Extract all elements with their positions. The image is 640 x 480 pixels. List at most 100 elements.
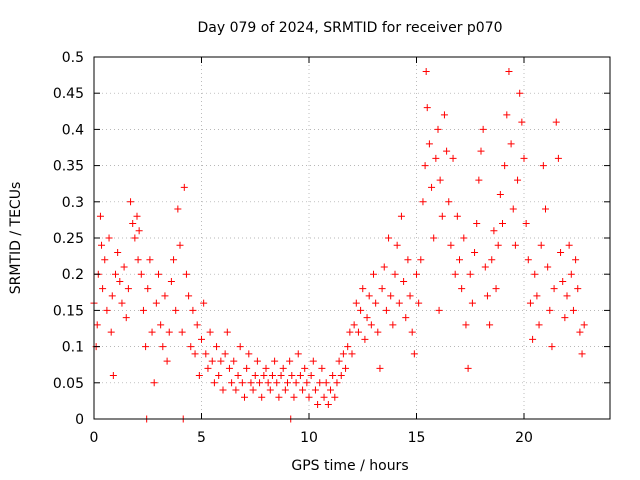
data-point: [425, 140, 433, 148]
axis-ticks: 0 5 10 15 20 0 0.05 0.1 0.15 0.2 0.25 0.3 0.35 0.4 0.4…: [53, 50, 610, 446]
y-tick-label: 0.3: [62, 195, 84, 211]
data-point: [167, 277, 175, 285]
data-point: [133, 212, 141, 220]
data-point: [288, 372, 296, 380]
data-point: [372, 299, 380, 307]
data-point: [561, 314, 569, 322]
data-point: [376, 364, 384, 372]
data-point: [176, 241, 184, 249]
data-point: [294, 350, 302, 358]
data-point: [305, 393, 313, 401]
data-point: [503, 111, 511, 119]
data-point: [475, 176, 483, 184]
y-tick-label: 0.35: [53, 159, 84, 175]
data-point: [531, 270, 539, 278]
data-point: [316, 379, 324, 387]
data-point: [134, 256, 142, 264]
data-point: [402, 314, 410, 322]
data-point: [191, 350, 199, 358]
data-point: [152, 299, 160, 307]
data-point: [524, 256, 532, 264]
data-point: [436, 176, 444, 184]
data-point: [458, 285, 466, 293]
data-point: [279, 364, 287, 372]
data-point: [101, 256, 109, 264]
data-point: [260, 372, 268, 380]
data-point: [258, 393, 266, 401]
y-tick-label: 0.25: [53, 231, 84, 247]
data-point: [122, 314, 130, 322]
data-point: [202, 350, 210, 358]
data-point: [346, 328, 354, 336]
data-point: [322, 379, 330, 387]
data-point: [114, 248, 122, 256]
data-point: [148, 328, 156, 336]
data-point: [299, 386, 307, 394]
data-point: [105, 234, 113, 242]
data-point: [542, 205, 549, 213]
data-point: [563, 292, 571, 300]
data-point: [251, 372, 259, 380]
data-point: [509, 205, 517, 213]
data-point: [200, 299, 208, 307]
data-point: [417, 256, 425, 264]
data-point: [228, 379, 236, 387]
data-point: [221, 350, 229, 358]
data-point: [234, 372, 242, 380]
data-point: [163, 357, 171, 365]
data-point: [359, 285, 367, 293]
data-point: [124, 285, 132, 293]
data-point: [393, 241, 401, 249]
data-point: [281, 386, 289, 394]
x-tick-label: 15: [408, 430, 426, 446]
data-point: [363, 314, 371, 322]
data-point: [464, 364, 472, 372]
data-point: [253, 357, 261, 365]
data-point: [292, 379, 300, 387]
data-point: [438, 212, 446, 220]
data-point: [400, 277, 408, 285]
data-point: [453, 212, 461, 220]
data-point: [546, 306, 554, 314]
data-point: [107, 328, 115, 336]
data-point: [352, 299, 360, 307]
data-point: [428, 183, 436, 191]
data-point: [421, 162, 429, 170]
data-point: [120, 263, 128, 271]
data-point: [99, 285, 107, 293]
data-point: [539, 162, 547, 170]
data-point: [217, 357, 225, 365]
data-point: [215, 372, 223, 380]
data-point: [180, 183, 188, 191]
data-point: [342, 364, 350, 372]
data-point: [529, 335, 537, 343]
data-point: [185, 292, 193, 300]
data-point: [230, 357, 238, 365]
data-point: [206, 328, 214, 336]
data-point: [413, 270, 420, 278]
data-point: [109, 372, 117, 380]
data-point: [195, 372, 203, 380]
x-tick-label: 10: [300, 430, 318, 446]
data-point: [187, 343, 195, 351]
data-point: [537, 241, 545, 249]
data-point: [286, 357, 294, 365]
data-point: [507, 140, 515, 148]
data-point: [567, 270, 575, 278]
data-point: [249, 386, 257, 394]
data-point: [219, 386, 227, 394]
data-point: [296, 372, 304, 380]
data-point: [327, 386, 334, 394]
data-point: [137, 270, 145, 278]
data-point: [210, 379, 218, 387]
data-point: [116, 277, 124, 285]
data-point: [361, 335, 369, 343]
x-tick-label: 0: [90, 430, 99, 446]
data-point: [574, 285, 582, 293]
data-point: [127, 198, 135, 206]
data-point: [354, 328, 362, 336]
data-point: [443, 147, 451, 155]
y-axis-label: SRMTID / TECUs: [8, 182, 24, 295]
data-point: [193, 321, 201, 329]
